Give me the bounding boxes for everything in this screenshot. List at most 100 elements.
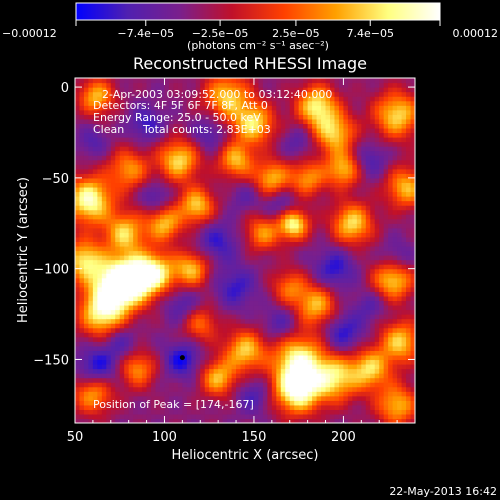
heatmap-cell bbox=[343, 159, 349, 165]
heatmap-cell bbox=[209, 382, 215, 388]
heatmap-cell bbox=[124, 146, 130, 152]
heatmap-cell bbox=[146, 96, 152, 102]
heatmap-cell bbox=[204, 214, 210, 220]
heatmap-cell bbox=[321, 105, 327, 111]
heatmap-cell bbox=[92, 182, 98, 188]
heatmap-cell bbox=[128, 418, 134, 423]
heatmap-cell bbox=[361, 350, 367, 356]
heatmap-cell bbox=[124, 413, 130, 420]
heatmap-cell bbox=[191, 78, 197, 84]
heatmap-cell bbox=[200, 82, 206, 88]
heatmap-cell bbox=[168, 191, 175, 197]
heatmap-cell bbox=[356, 336, 362, 342]
heatmap-cell bbox=[119, 386, 125, 392]
heatmap-cell bbox=[218, 200, 224, 206]
heatmap-cell bbox=[280, 377, 286, 383]
heatmap-cell bbox=[191, 236, 197, 243]
heatmap-cell bbox=[352, 96, 358, 102]
heatmap-cell bbox=[280, 236, 286, 243]
heatmap-cell bbox=[124, 105, 130, 111]
heatmap-cell bbox=[307, 295, 313, 302]
heatmap-cell bbox=[119, 123, 125, 129]
heatmap-cell bbox=[271, 336, 277, 342]
heatmap-cell bbox=[173, 282, 179, 288]
heatmap-cell bbox=[200, 232, 206, 238]
heatmap-cell bbox=[285, 78, 291, 84]
heatmap-cell bbox=[271, 177, 277, 184]
heatmap-cell bbox=[191, 273, 197, 279]
heatmap-cell bbox=[110, 214, 116, 220]
heatmap-cell bbox=[303, 300, 309, 306]
heatmap-cell bbox=[267, 354, 273, 361]
heatmap-cell bbox=[245, 105, 251, 111]
heatmap-cell bbox=[115, 87, 121, 93]
heatmap-cell bbox=[106, 391, 112, 397]
heatmap-cell bbox=[236, 150, 242, 156]
heatmap-cell bbox=[356, 141, 362, 147]
heatmap-cell bbox=[182, 214, 188, 220]
heatmap-cell bbox=[258, 137, 264, 143]
heatmap-cell bbox=[160, 168, 166, 174]
heatmap-cell bbox=[200, 245, 206, 252]
heatmap-cell bbox=[79, 350, 85, 356]
heatmap-cell bbox=[177, 318, 183, 324]
heatmap-cell bbox=[164, 241, 170, 247]
heatmap-cell bbox=[133, 241, 139, 247]
heatmap-cell bbox=[330, 413, 336, 420]
heatmap-cell bbox=[110, 286, 116, 292]
heatmap-cell bbox=[142, 87, 148, 93]
heatmap-cell bbox=[253, 286, 260, 292]
heatmap-cell bbox=[289, 373, 295, 379]
heatmap-cell bbox=[168, 168, 175, 174]
heatmap-cell bbox=[361, 218, 367, 224]
heatmap-cell bbox=[258, 227, 264, 233]
heatmap-cell bbox=[361, 141, 367, 147]
heatmap-cell bbox=[213, 114, 219, 120]
heatmap-cell bbox=[168, 273, 175, 279]
heatmap-cell bbox=[271, 318, 277, 324]
heatmap-cell bbox=[168, 127, 175, 134]
heatmap-cell bbox=[249, 109, 255, 115]
heatmap-cell bbox=[347, 141, 353, 147]
heatmap-cell bbox=[321, 164, 327, 170]
heatmap-cell bbox=[115, 146, 121, 152]
heatmap-cell bbox=[352, 363, 358, 370]
heatmap-cell bbox=[101, 314, 107, 320]
heatmap-cell bbox=[276, 168, 282, 174]
heatmap-cell bbox=[119, 191, 125, 197]
heatmap-cell bbox=[245, 332, 251, 338]
heatmap-cell bbox=[204, 105, 210, 111]
heatmap-cell bbox=[142, 191, 148, 197]
heatmap-cell bbox=[101, 264, 107, 270]
heatmap-cell bbox=[83, 91, 90, 97]
heatmap-cell bbox=[146, 137, 152, 143]
heatmap-cell bbox=[200, 373, 206, 379]
heatmap-cell bbox=[271, 132, 277, 138]
heatmap-cell bbox=[151, 191, 157, 197]
heatmap-cell bbox=[289, 345, 295, 351]
heatmap-cell bbox=[164, 87, 170, 93]
heatmap-cell bbox=[204, 155, 210, 161]
heatmap-cell bbox=[137, 123, 143, 129]
heatmap-cell bbox=[88, 413, 94, 420]
heatmap-cell bbox=[173, 186, 179, 193]
heatmap-cell bbox=[209, 377, 215, 383]
heatmap-cell bbox=[280, 232, 286, 238]
heatmap-cell bbox=[200, 159, 206, 165]
heatmap-cell bbox=[146, 354, 152, 361]
heatmap-cell bbox=[79, 100, 85, 106]
heatmap-cell bbox=[321, 196, 327, 202]
heatmap-cell bbox=[262, 218, 268, 224]
heatmap-cell bbox=[200, 227, 206, 233]
heatmap-cell bbox=[352, 127, 358, 134]
heatmap-cell bbox=[124, 273, 130, 279]
heatmap-cell bbox=[227, 318, 233, 324]
heatmap-cell bbox=[204, 200, 210, 206]
heatmap-cell bbox=[321, 314, 327, 320]
heatmap-cell bbox=[110, 359, 116, 365]
heatmap-cell bbox=[253, 141, 260, 147]
heatmap-cell bbox=[352, 137, 358, 143]
heatmap-cell bbox=[200, 309, 206, 315]
heatmap-cell bbox=[160, 304, 166, 311]
heatmap-cell bbox=[101, 155, 107, 161]
